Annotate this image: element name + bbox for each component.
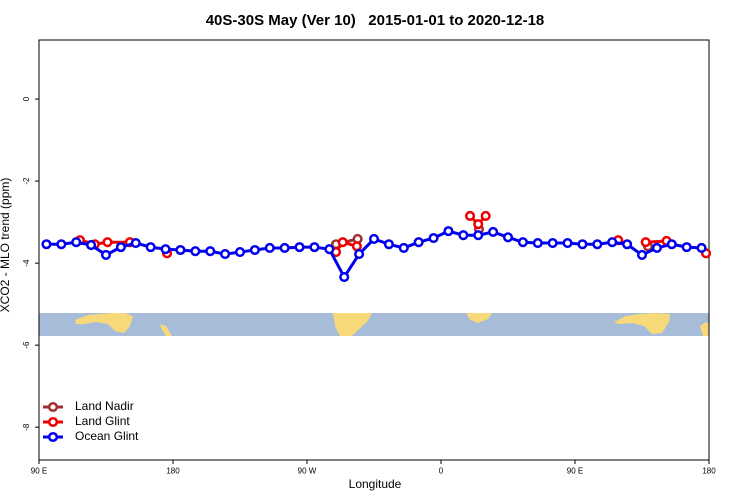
data-point xyxy=(398,242,409,253)
x-tick-label: 180 xyxy=(702,467,716,476)
y-tick-label: 0 xyxy=(22,96,31,101)
data-point xyxy=(651,242,662,253)
data-point xyxy=(41,239,52,250)
y-axis-label: XCO2 - MLO trend (ppm) xyxy=(0,178,12,313)
data-point xyxy=(577,239,588,250)
legend-marker xyxy=(47,401,59,413)
data-point xyxy=(502,232,514,243)
data-point xyxy=(622,239,633,250)
data-point xyxy=(56,239,67,250)
data-point xyxy=(337,237,348,248)
x-tick-label: 90 E xyxy=(567,467,583,476)
y-tick-label: -4 xyxy=(22,259,31,267)
data-point xyxy=(130,237,141,249)
data-point xyxy=(517,237,528,248)
data-point xyxy=(413,237,424,248)
data-point xyxy=(383,239,394,250)
data-point xyxy=(294,242,305,253)
data-point xyxy=(696,242,707,253)
data-point xyxy=(71,237,82,248)
land xyxy=(614,313,670,334)
data-point xyxy=(115,242,126,253)
x-tick-label: 90 E xyxy=(31,467,47,476)
data-point xyxy=(175,244,186,256)
data-point xyxy=(547,237,558,249)
x-tick-label: 180 xyxy=(166,467,180,476)
chart-title: 40S-30S May (Ver 10) 2015-01-01 to 2020-… xyxy=(206,12,545,29)
data-point xyxy=(279,242,290,253)
ocean-band xyxy=(39,313,709,336)
x-axis-label: Longitude xyxy=(349,477,402,491)
data-point xyxy=(234,247,246,258)
data-point xyxy=(309,242,320,253)
data-point xyxy=(205,246,216,257)
data-point xyxy=(681,242,692,253)
data-point xyxy=(592,239,603,250)
data-point xyxy=(351,241,362,252)
legend-label: Land Nadir xyxy=(75,399,134,413)
land xyxy=(700,322,709,336)
data-point xyxy=(473,219,484,230)
data-point xyxy=(464,210,476,222)
data-point xyxy=(666,239,677,250)
data-point xyxy=(324,244,335,255)
data-point xyxy=(488,226,499,238)
data-point xyxy=(443,226,454,237)
data-point xyxy=(607,237,618,248)
data-point xyxy=(86,240,97,251)
x-tick-label: 0 xyxy=(439,467,444,476)
data-point xyxy=(473,230,484,241)
data-point xyxy=(562,237,573,249)
data-point xyxy=(220,249,231,260)
y-tick-label: -8 xyxy=(22,423,31,431)
data-point xyxy=(480,210,491,222)
land xyxy=(333,313,372,336)
data-point xyxy=(160,244,171,255)
land xyxy=(466,313,492,323)
legend-marker xyxy=(47,431,59,443)
plot-frame xyxy=(38,39,710,461)
map-strip xyxy=(39,313,709,336)
legend-marker xyxy=(47,416,59,428)
data-point xyxy=(532,237,543,249)
legend-label: Ocean Glint xyxy=(75,429,139,443)
data-point xyxy=(249,244,260,256)
data-point xyxy=(100,249,112,260)
data-point xyxy=(145,242,156,253)
y-tick-label: -6 xyxy=(22,341,31,349)
land xyxy=(160,324,172,336)
data-point xyxy=(264,242,275,253)
data-point xyxy=(636,249,648,260)
data-point xyxy=(428,233,439,244)
data-point xyxy=(339,272,350,283)
y-tick-label: -2 xyxy=(22,177,31,185)
x-tick-label: 90 W xyxy=(298,467,317,476)
data-point xyxy=(640,237,651,248)
data-point xyxy=(102,237,113,248)
data-point xyxy=(368,233,380,244)
legend-label: Land Glint xyxy=(75,414,130,428)
land xyxy=(75,313,133,333)
data-point xyxy=(190,246,201,257)
data-point xyxy=(458,230,469,241)
data-point xyxy=(354,249,365,260)
